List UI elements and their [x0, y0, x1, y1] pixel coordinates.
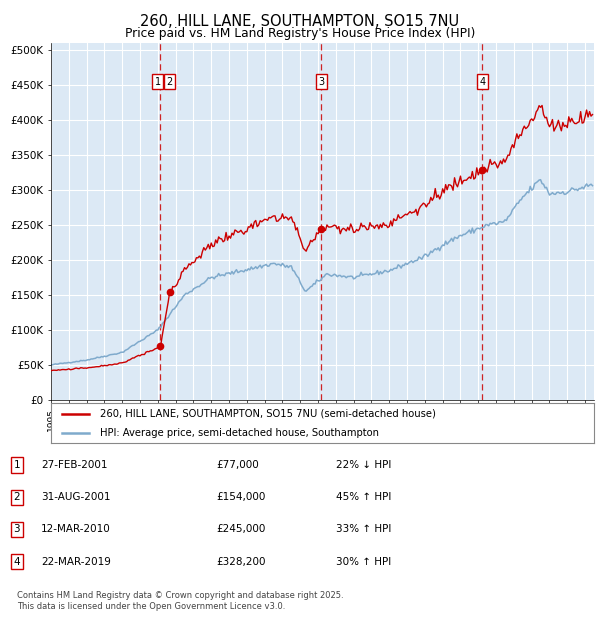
Text: £245,000: £245,000	[216, 525, 265, 534]
Text: 12-MAR-2010: 12-MAR-2010	[41, 525, 110, 534]
Text: 3: 3	[13, 525, 20, 534]
Text: 30% ↑ HPI: 30% ↑ HPI	[336, 557, 391, 567]
Text: 4: 4	[479, 77, 485, 87]
Text: 22-MAR-2019: 22-MAR-2019	[41, 557, 110, 567]
Text: 2: 2	[13, 492, 20, 502]
Text: 4: 4	[13, 557, 20, 567]
Text: £328,200: £328,200	[216, 557, 265, 567]
Text: 33% ↑ HPI: 33% ↑ HPI	[336, 525, 391, 534]
Text: £154,000: £154,000	[216, 492, 265, 502]
Text: HPI: Average price, semi-detached house, Southampton: HPI: Average price, semi-detached house,…	[100, 428, 379, 438]
Text: 260, HILL LANE, SOUTHAMPTON, SO15 7NU (semi-detached house): 260, HILL LANE, SOUTHAMPTON, SO15 7NU (s…	[100, 409, 436, 419]
Text: 2: 2	[166, 77, 173, 87]
Text: 260, HILL LANE, SOUTHAMPTON, SO15 7NU: 260, HILL LANE, SOUTHAMPTON, SO15 7NU	[140, 14, 460, 29]
Text: Price paid vs. HM Land Registry's House Price Index (HPI): Price paid vs. HM Land Registry's House …	[125, 27, 475, 40]
Text: 22% ↓ HPI: 22% ↓ HPI	[336, 460, 391, 470]
Text: 1: 1	[155, 77, 161, 87]
Text: £77,000: £77,000	[216, 460, 259, 470]
Text: 45% ↑ HPI: 45% ↑ HPI	[336, 492, 391, 502]
Text: 31-AUG-2001: 31-AUG-2001	[41, 492, 110, 502]
Text: 27-FEB-2001: 27-FEB-2001	[41, 460, 107, 470]
Text: 3: 3	[319, 77, 325, 87]
Text: 1: 1	[13, 460, 20, 470]
Text: Contains HM Land Registry data © Crown copyright and database right 2025.
This d: Contains HM Land Registry data © Crown c…	[17, 591, 343, 611]
